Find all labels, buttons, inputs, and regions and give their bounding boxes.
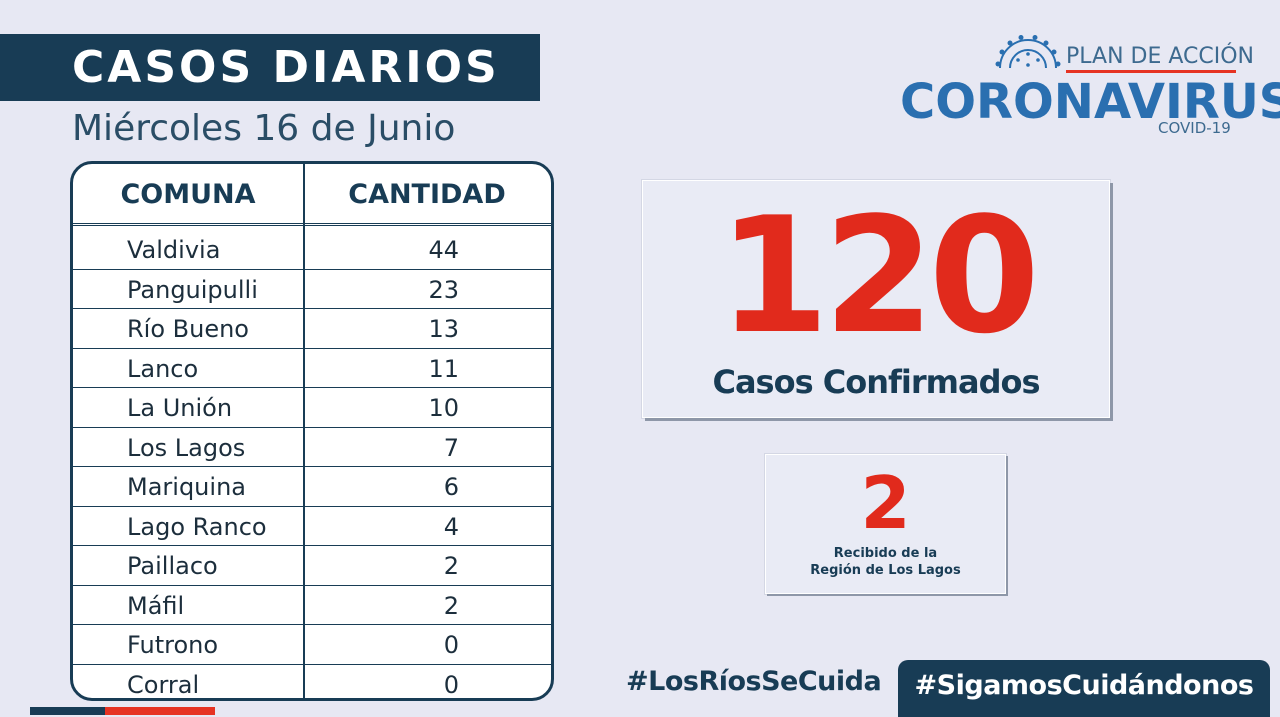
comuna-cell: Lanco (127, 354, 199, 383)
comuna-cell: Los Lagos (127, 433, 246, 462)
cantidad-cell: 13 (428, 315, 459, 343)
table-row: Corral 0 (73, 665, 551, 699)
cantidad-cell: 4 (443, 512, 459, 541)
comuna-cell: Máfil (127, 591, 185, 620)
comuna-cell: Río Bueno (127, 315, 249, 343)
comuna-cell: Futrono (127, 631, 219, 659)
column-divider (303, 164, 305, 698)
logo-covid-text: COVID-19 (1158, 119, 1231, 137)
table-header: COMUNA CANTIDAD (73, 164, 551, 226)
comuna-cell: Paillaco (127, 552, 218, 580)
table-row: Río Bueno 13 (73, 309, 551, 349)
cantidad-cell: 2 (443, 591, 459, 620)
table-row: La Unión 10 (73, 388, 551, 428)
logo-coronavirus-text: CORONAVIRUS (900, 74, 1280, 130)
table-row: Paillaco 2 (73, 546, 551, 586)
confirmed-label: Casos Confirmados (712, 363, 1040, 401)
received-count: 2 (860, 461, 911, 545)
cantidad-cell: 7 (443, 433, 459, 462)
hashtag-los-rios: #LosRíosSeCuida (626, 666, 882, 697)
received-cases-card: 2 Recibido de la Región de Los Lagos (765, 454, 1006, 594)
hashtag-sigamos: #SigamosCuidándonos (914, 670, 1254, 701)
table-row: Futrono 0 (73, 625, 551, 665)
cantidad-cell: 23 (428, 275, 459, 304)
logo-plan-text: PLAN DE ACCIÓN (1066, 44, 1255, 69)
cantidad-cell: 10 (428, 394, 459, 422)
column-header-comuna: COMUNA (120, 179, 256, 210)
hashtag-banner: #SigamosCuidándonos (898, 660, 1270, 717)
comuna-cell: La Unión (127, 394, 233, 422)
cantidad-cell: 6 (443, 473, 459, 501)
received-label: Recibido de la Región de Los Lagos (766, 545, 1005, 579)
confirmed-cases-card: 120 Casos Confirmados (642, 180, 1110, 418)
page-title: CASOS DIARIOS (72, 42, 500, 93)
table-row: Lanco 11 (73, 349, 551, 388)
cantidad-cell: 44 (428, 236, 459, 264)
received-label-line2: Región de Los Lagos (810, 563, 961, 578)
cantidad-cell: 11 (428, 354, 459, 383)
comuna-cell: Corral (127, 670, 200, 699)
table-body: Valdivia 44 Panguipulli 23 Río Bueno 13 Lan… (73, 230, 551, 699)
bottom-stripe-red (105, 707, 215, 715)
comuna-cell: Panguipulli (127, 275, 258, 304)
cantidad-cell: 0 (443, 670, 459, 699)
logo-underline (1066, 70, 1236, 73)
comuna-cell: Lago Ranco (127, 512, 267, 541)
table-row: Máfil 2 (73, 586, 551, 625)
cases-table: COMUNA CANTIDAD Valdivia 44 Panguipulli 23… (70, 161, 554, 701)
table-row: Lago Ranco 4 (73, 507, 551, 546)
virus-emblem-icon (995, 35, 1061, 69)
date-subtitle: Miércoles 16 de Junio (72, 108, 456, 149)
bottom-stripe-navy (30, 707, 105, 715)
table-row: Mariquina 6 (73, 467, 551, 507)
confirmed-count: 120 (718, 182, 1040, 369)
title-banner: CASOS DIARIOS (0, 34, 540, 101)
cantidad-cell: 0 (443, 631, 459, 659)
table-row: Los Lagos 7 (73, 428, 551, 467)
cantidad-cell: 2 (443, 552, 459, 580)
column-header-cantidad: CANTIDAD (348, 179, 506, 210)
received-label-line1: Recibido de la (833, 546, 938, 561)
comuna-cell: Mariquina (127, 473, 246, 501)
table-row: Panguipulli 23 (73, 270, 551, 309)
table-row: Valdivia 44 (73, 230, 551, 270)
comuna-cell: Valdivia (127, 236, 221, 264)
